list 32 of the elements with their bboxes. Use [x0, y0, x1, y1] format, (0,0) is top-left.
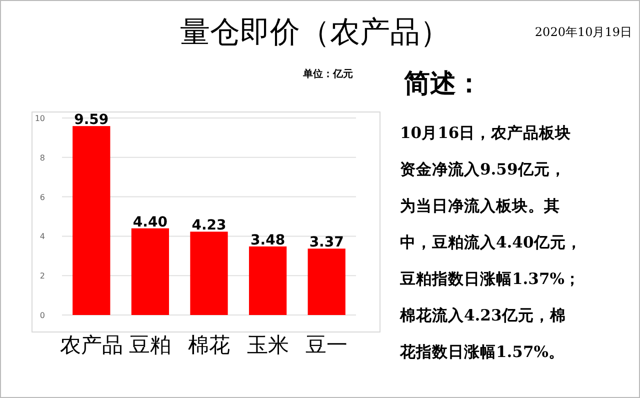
y-tick-label: 8 — [40, 153, 45, 162]
chart-title: 量仓即价（农产品） — [180, 15, 450, 50]
y-tick-label: 0 — [40, 311, 45, 320]
text: 简述： — [403, 69, 482, 99]
text: 单位：亿元 — [302, 68, 353, 80]
text: 花指数日涨幅1.57%。 — [399, 342, 564, 361]
x-tick-label: 农产品 — [60, 333, 123, 357]
bar — [131, 228, 170, 315]
bar — [308, 248, 346, 315]
bar — [248, 246, 287, 315]
x-tick-label: 玉米 — [246, 333, 289, 357]
data-label: 3.37 — [309, 234, 344, 251]
text: 10月16日，农产品板块 — [400, 123, 572, 142]
data-label: 4.40 — [132, 214, 168, 230]
text: 棉花流入4.23亿元，棉 — [399, 306, 566, 324]
text: 中，豆粕流入4.40亿元， — [400, 232, 582, 252]
data-label: 3.48 — [250, 232, 286, 248]
bar — [72, 126, 110, 315]
bar — [190, 232, 228, 315]
y-tick-label: 6 — [40, 192, 45, 202]
y-tick-label: 10 — [34, 114, 45, 123]
text: 为当日净流入板块。其 — [400, 196, 560, 215]
y-tick-label: 2 — [40, 272, 45, 281]
text: 资金净流入9.59亿元， — [400, 160, 566, 178]
text: 2020年10月19日 — [534, 25, 632, 39]
x-tick-label: 豆粕 — [129, 333, 172, 357]
x-tick-label: 棉花 — [188, 333, 230, 357]
x-tick-label: 豆一 — [306, 333, 348, 357]
data-label: 4.23 — [192, 218, 226, 234]
text: 豆粕指数日涨幅1.37%； — [399, 269, 580, 288]
y-tick-label: 4 — [40, 232, 45, 242]
data-label: 9.59 — [74, 112, 109, 128]
